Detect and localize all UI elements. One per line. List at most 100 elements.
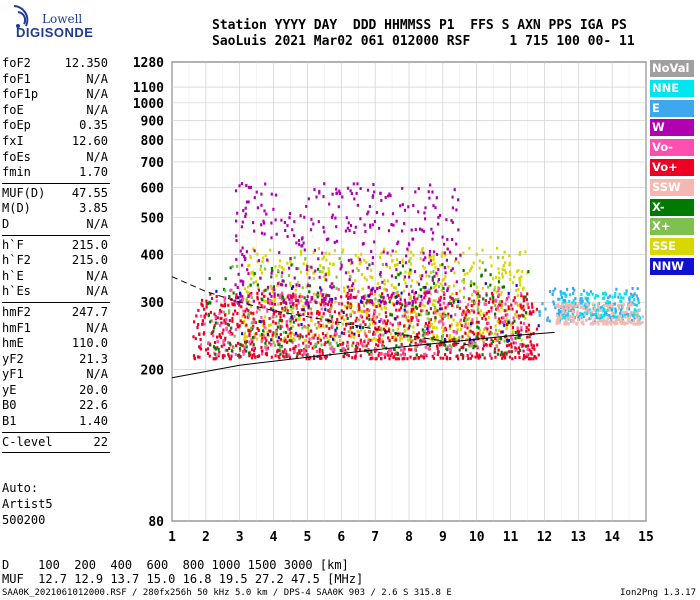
echo-point (313, 345, 316, 349)
echo-point (506, 337, 509, 340)
echo-point (320, 356, 323, 360)
echo-point (608, 314, 611, 318)
echo-point (331, 335, 334, 339)
echo-point (228, 357, 231, 361)
echo-point (281, 339, 284, 342)
echo-point (318, 301, 321, 305)
echo-point (474, 343, 477, 347)
echo-point (264, 267, 267, 271)
echo-point (441, 312, 444, 316)
echo-point (538, 310, 541, 314)
echo-point (256, 306, 259, 310)
param-row: B1 1.40 (2, 414, 112, 430)
echo-point (591, 292, 594, 296)
echo-point (481, 316, 484, 320)
param-row: hmF2 247.7 (2, 305, 112, 321)
echo-point (384, 321, 387, 325)
echo-point (294, 318, 297, 322)
echo-point (247, 272, 250, 276)
echo-point (416, 280, 419, 284)
echo-point (468, 269, 472, 273)
echo-point (572, 304, 575, 308)
echo-point (313, 248, 316, 252)
echo-point (319, 303, 322, 307)
echo-point (227, 341, 230, 345)
echo-point (252, 337, 255, 341)
echo-point (475, 252, 478, 256)
echo-point (319, 324, 323, 327)
echo-point (409, 320, 412, 324)
echo-point (431, 330, 434, 334)
echo-point (633, 308, 636, 312)
echo-point (344, 229, 347, 233)
echo-point (294, 288, 297, 292)
echo-point (443, 315, 446, 318)
param-name: h`F2 (2, 253, 31, 268)
echo-point (490, 306, 493, 310)
echo-point (317, 257, 320, 261)
echo-point (558, 318, 561, 322)
echo-point (440, 307, 443, 311)
echo-point (342, 354, 345, 358)
echo-point (273, 292, 276, 296)
echo-point (462, 278, 465, 281)
echo-point (586, 302, 589, 306)
echo-point (399, 302, 402, 305)
echo-point (417, 331, 421, 335)
echo-point (470, 344, 473, 348)
echo-point (438, 320, 441, 324)
echo-point (274, 321, 277, 325)
echo-point (575, 303, 578, 307)
echo-point (276, 325, 279, 329)
echo-point (360, 260, 363, 264)
echo-point (390, 283, 393, 287)
echo-point (260, 223, 263, 227)
echo-point (261, 292, 264, 296)
echo-point (450, 323, 453, 327)
echo-point (243, 350, 246, 354)
echo-point (331, 348, 334, 352)
echo-point (330, 303, 333, 307)
echo-point (270, 336, 273, 340)
echo-point (390, 274, 393, 278)
echo-point (380, 318, 383, 322)
echo-point (300, 308, 303, 312)
echo-point (455, 354, 458, 358)
echo-point (395, 301, 398, 305)
echo-point (235, 219, 238, 223)
echo-point (323, 230, 326, 234)
echo-point (365, 312, 368, 316)
echo-point (256, 337, 259, 341)
echo-point (450, 314, 453, 318)
echo-point (401, 260, 404, 264)
echo-point (341, 250, 344, 254)
echo-point (477, 305, 480, 309)
echo-point (444, 353, 447, 356)
echo-point (232, 291, 235, 295)
echo-point (628, 315, 632, 319)
echo-point (560, 315, 563, 319)
echo-point (335, 286, 338, 290)
echo-point (587, 293, 590, 297)
echo-point (615, 315, 619, 319)
echo-point (272, 320, 275, 324)
echo-point (602, 303, 606, 307)
echo-point (415, 345, 418, 348)
echo-point (278, 343, 281, 347)
echo-point (426, 317, 429, 320)
echo-point (375, 343, 378, 347)
echo-point (262, 334, 265, 337)
echo-point (506, 313, 509, 317)
echo-point (600, 313, 603, 317)
echo-point (629, 320, 632, 324)
echo-point (552, 302, 556, 306)
echo-point (497, 294, 500, 298)
echo-point (363, 297, 366, 301)
echo-point (428, 299, 431, 303)
echo-point (229, 266, 232, 270)
echo-point (323, 343, 326, 347)
echo-point (224, 321, 227, 325)
echo-point (276, 293, 280, 297)
echo-point (394, 286, 397, 290)
echo-point (589, 290, 592, 294)
